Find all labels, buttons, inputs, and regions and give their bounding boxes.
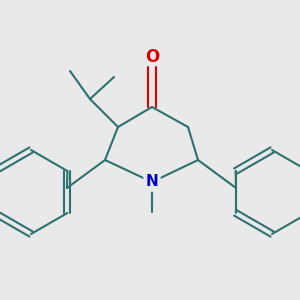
- Text: O: O: [145, 48, 159, 66]
- Text: N: N: [146, 175, 158, 190]
